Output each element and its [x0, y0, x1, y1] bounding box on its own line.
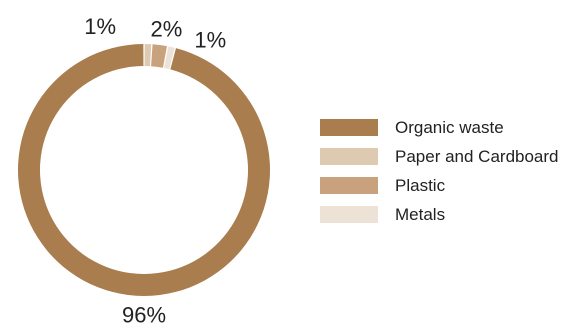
slice-labels: 1% 2% 1% 96%: [84, 14, 226, 325]
legend-swatch-metals: [320, 206, 378, 223]
slice-label-organic-waste: 96%: [122, 303, 166, 325]
legend-item-metals: Metals: [320, 200, 582, 229]
chart-legend: Organic waste Paper and Cardboard Plasti…: [320, 113, 582, 229]
slice-label-metals: 1%: [194, 27, 226, 52]
legend-label-metals: Metals: [395, 204, 446, 224]
donut-slices: [18, 44, 271, 297]
slice-label-paper-and-cardboard: 1%: [84, 14, 116, 39]
legend-label-paper-and-cardboard: Paper and Cardboard: [395, 146, 559, 166]
slice-label-plastic: 2%: [150, 16, 182, 41]
legend-item-plastic: Plastic: [320, 171, 582, 200]
legend-label-plastic: Plastic: [395, 175, 446, 195]
legend-item-organic-waste: Organic waste: [320, 113, 582, 142]
slice-paper-and-cardboard: [144, 44, 152, 67]
legend-swatch-organic-waste: [320, 119, 378, 136]
legend-swatch-plastic: [320, 177, 378, 194]
legend-swatch-paper-and-cardboard: [320, 148, 378, 165]
slice-plastic: [151, 44, 167, 68]
slice-organic-waste: [18, 44, 271, 297]
legend-item-paper-and-cardboard: Paper and Cardboard: [320, 142, 582, 171]
legend-label-organic-waste: Organic waste: [395, 117, 504, 137]
slice-metals: [164, 46, 175, 70]
